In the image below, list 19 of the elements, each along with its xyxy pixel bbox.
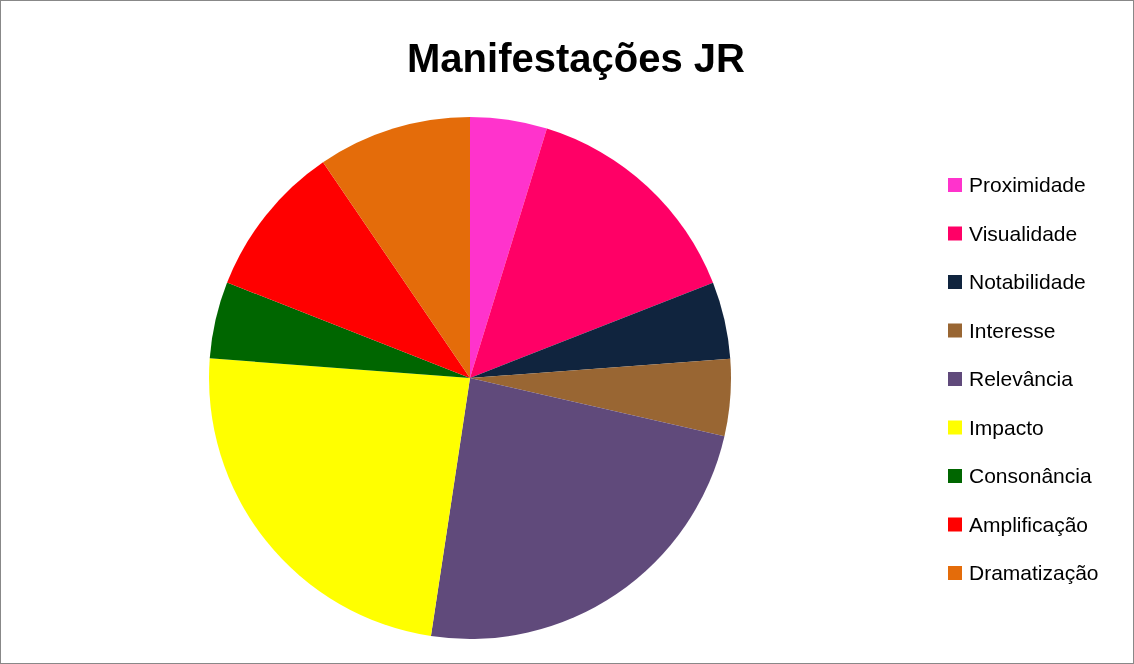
legend-label: Impacto: [969, 415, 1044, 439]
legend-label: Consonância: [969, 464, 1092, 487]
pie-slice: [227, 162, 470, 378]
pie-slice: [323, 117, 470, 378]
chart-title: Manifestações JR: [407, 36, 746, 80]
pie-slice: [209, 358, 470, 637]
pie-slice: [209, 282, 470, 378]
pie-slice: [470, 282, 731, 378]
legend-label: Dramatização: [969, 561, 1099, 584]
legend-label: Relevância: [969, 367, 1074, 390]
legend-label: Visualidade: [969, 221, 1078, 245]
pie-slice: [470, 128, 714, 378]
legend-label: Proximidade: [969, 173, 1086, 196]
legend-label: Interesse: [969, 318, 1056, 342]
pie-slice: [470, 358, 731, 437]
legend-label: Notabilidade: [969, 270, 1086, 293]
pie-slice: [470, 117, 547, 378]
legend-label: Amplificação: [969, 512, 1089, 536]
pie-slice: [430, 378, 725, 639]
